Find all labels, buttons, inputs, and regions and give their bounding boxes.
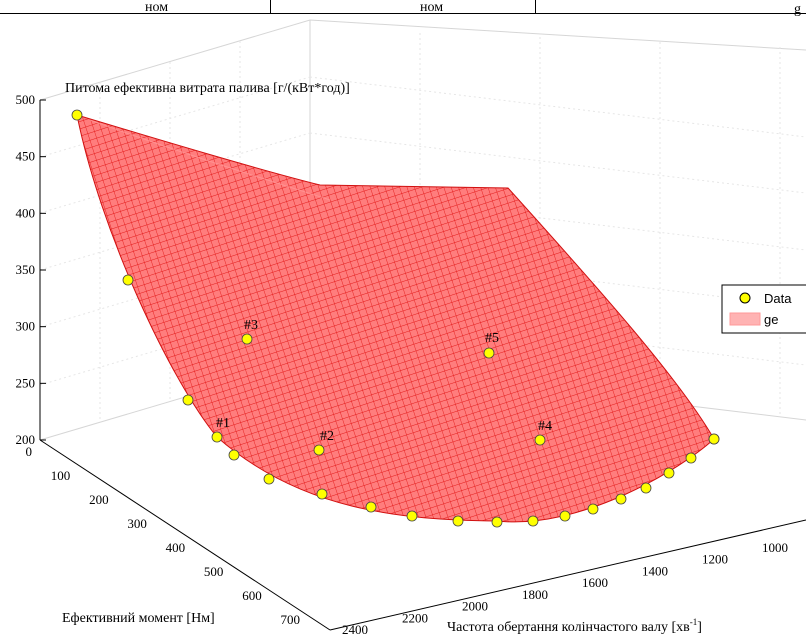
z-tick-label: 350 <box>16 262 36 277</box>
y-tick-label: 0 <box>26 444 33 459</box>
data-point-marker <box>122 274 134 286</box>
table-cell-text: ном <box>420 0 444 15</box>
y-tick-label: 200 <box>89 492 109 507</box>
data-point-marker <box>587 503 599 515</box>
top-table-strip: ном ном g <box>0 0 806 20</box>
data-point-marker <box>559 510 571 522</box>
x-tick-label: 1400 <box>642 563 668 578</box>
data-point-marker <box>316 488 328 500</box>
x-tick-label: 2000 <box>462 599 488 614</box>
data-point-marker <box>708 433 720 445</box>
annotation-label: #3 <box>244 318 258 333</box>
table-cell: ном <box>270 0 536 15</box>
x-axis-title-main: Частота обертання колінчастого валу [хв <box>447 620 690 635</box>
data-point-marker <box>182 394 194 406</box>
z-tick-label: 400 <box>16 205 36 220</box>
table-cell: ном <box>0 0 271 15</box>
data-point-marker <box>241 333 253 345</box>
z-axis-ticks: 500 450 400 350 300 250 200 <box>16 92 46 447</box>
data-point-marker <box>211 431 223 443</box>
z-tick-label: 450 <box>16 149 36 164</box>
data-point-marker <box>640 482 652 494</box>
z-tick-label: 500 <box>16 92 36 107</box>
x-axis-title-close: ] <box>697 620 702 635</box>
data-point-marker <box>263 473 275 485</box>
x-axis-ticks: 1000 1200 1400 1600 1800 2000 2200 2400 <box>342 540 788 637</box>
y-tick-label: 700 <box>281 612 301 627</box>
y-tick-label: 400 <box>166 540 186 555</box>
data-point-marker <box>685 452 697 464</box>
data-point-marker <box>483 347 495 359</box>
table-cell: g <box>535 0 806 17</box>
z-tick-label: 300 <box>16 319 36 334</box>
data-point-marker <box>452 515 464 527</box>
data-point-marker <box>71 109 83 121</box>
y-tick-label: 100 <box>51 468 71 483</box>
z-axis-title: Питома ефективна витрата палива [г/(кВт*… <box>65 81 350 96</box>
x-tick-label: 2400 <box>342 622 368 637</box>
y-tick-label: 600 <box>242 588 262 603</box>
x-tick-label: 1200 <box>702 552 728 567</box>
data-point-marker <box>228 449 240 461</box>
data-point-marker <box>527 515 539 527</box>
data-point-marker <box>313 444 325 456</box>
x-axis-title-exponent: -1 <box>690 617 698 627</box>
y-tick-label: 500 <box>204 564 224 579</box>
x-tick-label: 2200 <box>402 610 428 625</box>
data-point-marker <box>491 516 503 528</box>
data-point-marker <box>615 493 627 505</box>
y-axis-line <box>39 439 331 631</box>
data-point-marker <box>365 501 377 513</box>
legend: Data ge <box>721 284 806 334</box>
surface-patch <box>76 114 715 523</box>
data-point-marker <box>406 510 418 522</box>
y-tick-label: 300 <box>127 516 147 531</box>
data-markers <box>71 109 720 528</box>
legend-patch-ge <box>729 312 761 326</box>
x-axis-title: Частота обертання колінчастого валу [хв-… <box>447 617 702 635</box>
z-tick-label: 250 <box>16 375 36 390</box>
data-point-marker <box>663 467 675 479</box>
annotation-label: #4 <box>538 419 552 434</box>
annotation-label: #2 <box>320 429 334 444</box>
x-tick-label: 1000 <box>762 540 788 555</box>
x-tick-label: 1800 <box>522 587 548 602</box>
surface-mesh <box>76 114 715 523</box>
annotation-label: #1 <box>216 416 230 431</box>
legend-marker-data <box>739 292 751 304</box>
x-axis-line <box>329 519 806 631</box>
y-axis-title: Ефективний момент [Нм] <box>62 611 215 626</box>
y-axis-ticks: 0 100 200 300 400 500 600 700 <box>26 444 301 627</box>
table-cell-text: g <box>794 2 801 17</box>
data-point-marker <box>534 434 546 446</box>
x-tick-label: 1600 <box>582 575 608 590</box>
z-tick-label: 200 <box>16 432 36 447</box>
legend-label-data: Data <box>764 291 792 306</box>
legend-label-ge: ge <box>764 312 778 327</box>
annotation-label: #5 <box>485 331 499 346</box>
table-cell-text: ном <box>145 0 169 15</box>
